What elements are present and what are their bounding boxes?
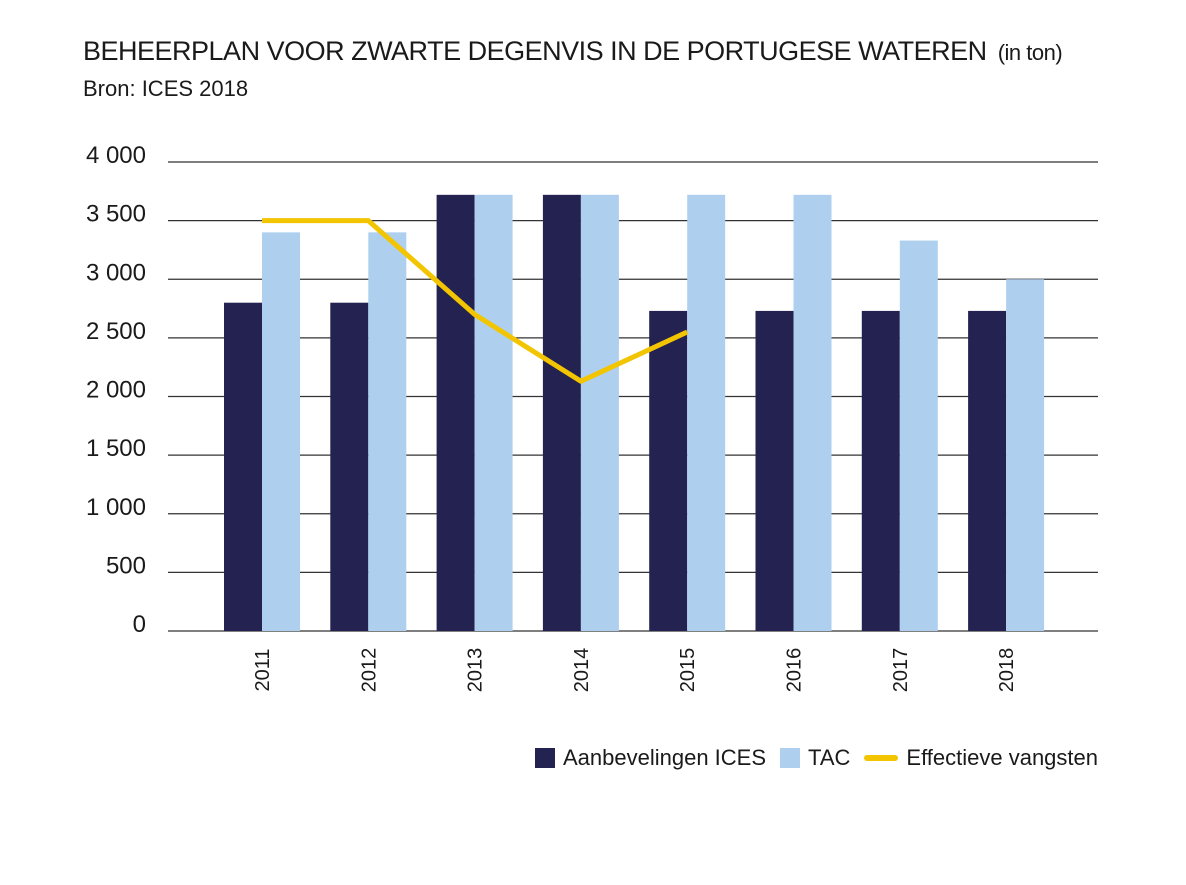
- bar-ices-2012: [330, 302, 369, 631]
- x-tick-label-2017: 2017: [890, 648, 912, 693]
- x-tick-label-2014: 2014: [571, 648, 593, 693]
- x-tick-label-2018: 2018: [996, 648, 1018, 693]
- legend: Aanbevelingen ICES TAC Effectieve vangst…: [521, 745, 1098, 771]
- y-tick-label-1000: 1 000: [86, 494, 146, 521]
- bar-ices-2017: [861, 310, 900, 631]
- catches-line: [262, 218, 689, 384]
- legend-swatch-tac: [780, 748, 801, 768]
- x-tick-label-2013: 2013: [465, 648, 487, 693]
- gridlines: [168, 161, 1098, 632]
- bar-ices-2015: [649, 310, 688, 631]
- bar-tac-2014: [580, 194, 619, 631]
- legend-item-catches: Effectieve vangsten: [864, 745, 1098, 771]
- y-tick-label-4000: 4 000: [86, 142, 146, 169]
- chart-title-unit: (in ton): [997, 40, 1063, 65]
- x-tick-label-2011: 2011: [252, 648, 274, 691]
- x-tick-label-2012: 2012: [358, 648, 380, 693]
- bar-ices-2011: [224, 302, 262, 631]
- bar-ices-2016: [755, 310, 794, 631]
- bar-tac-2018: [1006, 279, 1045, 631]
- legend-swatch-ices: [534, 748, 555, 768]
- bar-ices-2014: [542, 194, 581, 631]
- bar-ices-2018: [968, 310, 1007, 631]
- chart-title-text: BEHEERPLAN VOOR ZWARTE DEGENVIS IN DE PO…: [83, 36, 987, 66]
- chart-source: Bron: ICES 2018: [83, 76, 249, 101]
- bar-tac-2012: [368, 232, 407, 631]
- legend-item-ices: Aanbevelingen ICES: [534, 745, 767, 771]
- bar-tac-2016: [793, 194, 832, 631]
- bar-tac-2011: [262, 232, 300, 631]
- x-tick-label-2016: 2016: [784, 648, 806, 693]
- chart-title: BEHEERPLAN VOOR ZWARTE DEGENVIS IN DE PO…: [83, 36, 1063, 67]
- y-tick-label-3000: 3 000: [86, 259, 146, 286]
- y-tick-label-2000: 2 000: [86, 377, 146, 404]
- y-tick-label-3500: 3 500: [86, 201, 146, 228]
- x-axis-ticks: 2011 2012 2013 2014 2015 2016 2017 2018: [252, 648, 1018, 693]
- bar-tac-2013: [474, 194, 513, 631]
- legend-label-ices: Aanbevelingen ICES: [562, 745, 767, 770]
- y-tick-label-1500: 1 500: [86, 435, 146, 462]
- bar-tac-2017: [899, 240, 938, 631]
- legend-item-tac: TAC: [780, 745, 850, 771]
- bar-tac-2015: [687, 194, 726, 631]
- x-tick-label-2015: 2015: [677, 648, 699, 693]
- y-tick-label-2500: 2 500: [86, 318, 146, 345]
- y-tick-label-500: 500: [106, 552, 146, 579]
- bars: [224, 194, 1045, 631]
- y-axis-ticks: 0 500 1 000 1 500 2 000 2 500 3 000 3 500 4 000: [86, 142, 146, 638]
- catches-line-group: [262, 218, 689, 384]
- legend-label-tac: TAC: [808, 745, 851, 770]
- legend-label-catches: Effectieve vangsten: [906, 745, 1098, 770]
- legend-swatch-catches: [864, 755, 899, 761]
- bar-ices-2013: [436, 194, 475, 631]
- y-tick-label-0: 0: [133, 611, 146, 638]
